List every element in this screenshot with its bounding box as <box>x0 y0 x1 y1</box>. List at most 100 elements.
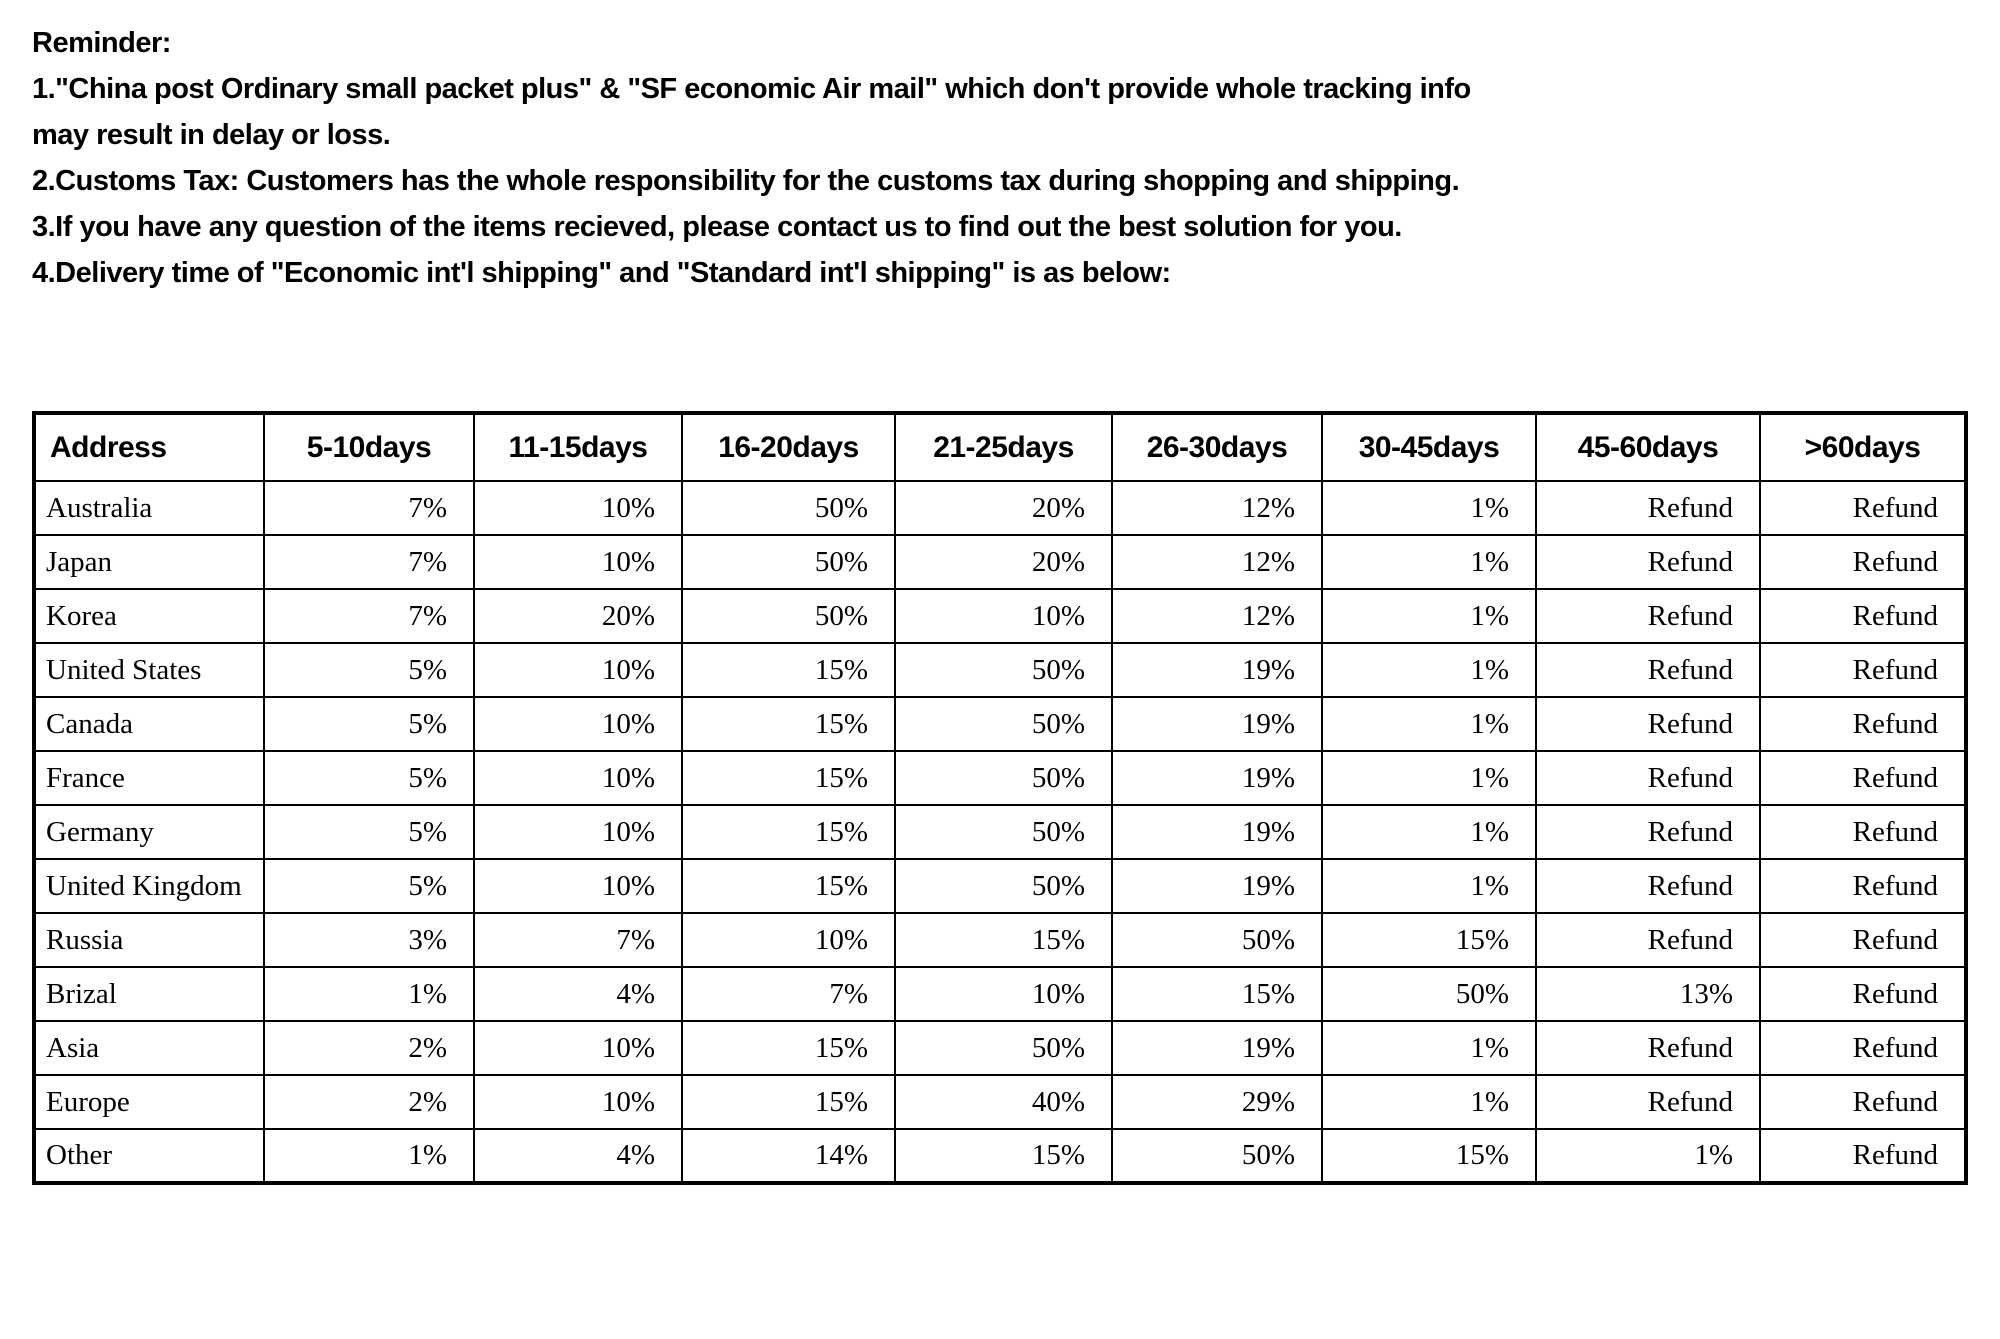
table-row: France 5% 10% 15% 50% 19% 1% Refund Refund <box>33 750 1967 806</box>
table-body: Australia 7% 10% 50% 20% 12% 1% Refund Refund Jap… <box>33 480 1967 1184</box>
row-value: 15% <box>681 804 896 860</box>
row-address: Brizal <box>33 966 265 1022</box>
row-value: 10% <box>894 588 1113 644</box>
table-row: Brizal 1% 4% 7% 10% 15% 50% 13% Refund <box>33 966 1967 1022</box>
row-value: 5% <box>263 642 475 698</box>
row-value: 1% <box>263 1128 475 1184</box>
row-value: Refund <box>1759 858 1967 914</box>
row-value: 19% <box>1111 858 1323 914</box>
row-value: 15% <box>681 750 896 806</box>
table-row: Japan 7% 10% 50% 20% 12% 1% Refund Refund <box>33 534 1967 590</box>
row-value: 14% <box>681 1128 896 1184</box>
row-value: Refund <box>1535 1074 1761 1130</box>
row-value: 7% <box>681 966 896 1022</box>
row-value: 20% <box>473 588 683 644</box>
row-value: Refund <box>1759 1074 1967 1130</box>
row-value: 50% <box>1321 966 1537 1022</box>
row-value: 1% <box>1321 750 1537 806</box>
row-value: Refund <box>1759 750 1967 806</box>
row-value: 1% <box>1321 696 1537 752</box>
row-value: 4% <box>473 1128 683 1184</box>
row-value: 1% <box>1535 1128 1761 1184</box>
column-header-over-60days: >60days <box>1759 412 1967 482</box>
row-value: Refund <box>1535 912 1761 968</box>
column-header-26-30days: 26-30days <box>1111 412 1323 482</box>
row-value: 15% <box>681 696 896 752</box>
row-value: 7% <box>263 480 475 536</box>
row-value: 2% <box>263 1074 475 1130</box>
row-value: 7% <box>473 912 683 968</box>
column-header-45-60days: 45-60days <box>1535 412 1761 482</box>
delivery-time-table: Address 5-10days 11-15days 16-20days 21-… <box>32 411 1968 1185</box>
row-value: Refund <box>1535 696 1761 752</box>
row-value: Refund <box>1759 480 1967 536</box>
table-row: Germany 5% 10% 15% 50% 19% 1% Refund Refund <box>33 804 1967 860</box>
row-value: 50% <box>894 858 1113 914</box>
reminder-line: 2.Customs Tax: Customers has the whole r… <box>32 165 1460 197</box>
row-value: 10% <box>473 1074 683 1130</box>
row-value: 10% <box>473 642 683 698</box>
row-value: 20% <box>894 534 1113 590</box>
row-value: 50% <box>681 480 896 536</box>
row-value: 1% <box>263 966 475 1022</box>
row-value: 15% <box>681 858 896 914</box>
row-value: Refund <box>1535 642 1761 698</box>
column-header-30-45days: 30-45days <box>1321 412 1537 482</box>
row-value: Refund <box>1759 1128 1967 1184</box>
row-value: 12% <box>1111 480 1323 536</box>
row-value: 10% <box>473 1020 683 1076</box>
row-value: 10% <box>681 912 896 968</box>
row-value: 10% <box>473 858 683 914</box>
row-value: 50% <box>1111 1128 1323 1184</box>
row-value: 15% <box>681 1074 896 1130</box>
row-value: Refund <box>1535 480 1761 536</box>
column-header-16-20days: 16-20days <box>681 412 896 482</box>
row-address: Russia <box>33 912 265 968</box>
row-value: 50% <box>894 642 1113 698</box>
row-value: 1% <box>1321 1020 1537 1076</box>
row-value: 19% <box>1111 1020 1323 1076</box>
row-value: 1% <box>1321 480 1537 536</box>
table-row: Canada 5% 10% 15% 50% 19% 1% Refund Refund <box>33 696 1967 752</box>
row-value: 1% <box>1321 858 1537 914</box>
column-header-21-25days: 21-25days <box>894 412 1113 482</box>
row-value: Refund <box>1535 588 1761 644</box>
row-value: 13% <box>1535 966 1761 1022</box>
row-value: Refund <box>1759 804 1967 860</box>
column-header-address: Address <box>33 412 265 482</box>
row-value: Refund <box>1759 696 1967 752</box>
row-value: 12% <box>1111 588 1323 644</box>
row-value: Refund <box>1535 804 1761 860</box>
row-value: 50% <box>681 588 896 644</box>
row-value: 7% <box>263 534 475 590</box>
row-value: 50% <box>894 750 1113 806</box>
row-value: Refund <box>1759 1020 1967 1076</box>
row-address: United Kingdom <box>33 858 265 914</box>
row-value: 1% <box>1321 804 1537 860</box>
row-value: 7% <box>263 588 475 644</box>
row-value: 10% <box>473 534 683 590</box>
table-row: United States 5% 10% 15% 50% 19% 1% Refund Refun… <box>33 642 1967 698</box>
row-address: France <box>33 750 265 806</box>
row-value: 4% <box>473 966 683 1022</box>
row-value: Refund <box>1759 534 1967 590</box>
column-header-5-10days: 5-10days <box>263 412 475 482</box>
row-address: Canada <box>33 696 265 752</box>
table-row: Asia 2% 10% 15% 50% 19% 1% Refund Refund <box>33 1020 1967 1076</box>
reminder-line: may result in delay or loss. <box>32 119 391 151</box>
row-address: United States <box>33 642 265 698</box>
row-value: 20% <box>894 480 1113 536</box>
row-value: 1% <box>1321 642 1537 698</box>
row-value: 2% <box>263 1020 475 1076</box>
row-address: Other <box>33 1128 265 1184</box>
row-value: Refund <box>1759 966 1967 1022</box>
table-row: Russia 3% 7% 10% 15% 50% 15% Refund Refund <box>33 912 1967 968</box>
row-value: 15% <box>1321 1128 1537 1184</box>
table-row: Korea 7% 20% 50% 10% 12% 1% Refund Refund <box>33 588 1967 644</box>
row-address: Australia <box>33 480 265 536</box>
row-value: 40% <box>894 1074 1113 1130</box>
row-value: 29% <box>1111 1074 1323 1130</box>
row-value: 15% <box>1321 912 1537 968</box>
reminder-title: Reminder: <box>32 27 171 59</box>
